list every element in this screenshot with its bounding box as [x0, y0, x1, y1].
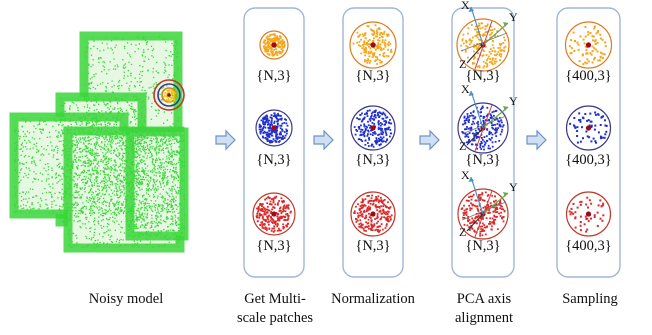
sampling-shape-label-1: {400,3} [565, 68, 612, 84]
caption-multiscale-line2: scale patches [237, 310, 313, 326]
flow-arrow-3 [419, 129, 440, 151]
flow-arrow-2 [313, 129, 334, 151]
normalization-patch-1 [349, 21, 397, 69]
sampling-patch-2 [565, 105, 612, 151]
multiscale-patch-3 [252, 192, 296, 236]
axis-label-z: Z [459, 139, 466, 153]
axis-label-x: X [461, 82, 470, 96]
caption-normalization: Normalization [331, 291, 416, 307]
normalization-shape-label-1: {N,3} [355, 68, 390, 84]
patch-ring [153, 79, 185, 111]
pca-shape-label-2: {N,3} [465, 152, 500, 168]
normalization-shape-label-3: {N,3} [355, 238, 390, 254]
sampling-patch-3 [565, 191, 612, 237]
pca-shape-label-3: {N,3} [465, 238, 500, 254]
caption-noisy: Noisy model [89, 291, 164, 307]
noisy-model-pointcloud [9, 31, 189, 253]
axis-label-x: X [461, 168, 470, 182]
axis-label-z: Z [459, 225, 466, 239]
multiscale-shape-label-3: {N,3} [256, 238, 291, 254]
multiscale-shape-label-1: {N,3} [256, 68, 291, 84]
multiscale-patch-1 [259, 30, 289, 60]
flow-arrow-1 [215, 129, 236, 151]
pca-shape-label-1: {N,3} [465, 68, 500, 84]
sampling-patch-1 [564, 21, 613, 69]
pca-axes-3 [461, 176, 509, 238]
axis-label-z: Z [459, 57, 466, 71]
normalization-shape-label-2: {N,3} [355, 152, 390, 168]
sampling-shape-label-3: {400,3} [565, 238, 612, 254]
normalization-patch-3 [350, 191, 396, 237]
pca-patch-3 [457, 176, 509, 240]
caption-pca-line2: alignment [455, 310, 513, 326]
caption-pca: PCA axis [457, 291, 512, 307]
axis-label-y: Y [509, 10, 518, 24]
pca-patch-2 [457, 90, 509, 154]
axis-label-y: Y [509, 180, 518, 194]
pca-patch-1 [456, 6, 510, 72]
axis-label-x: X [461, 0, 470, 12]
axis-label-y: Y [509, 94, 518, 108]
flow-arrow-4 [526, 129, 547, 151]
normalization-patch-2 [350, 105, 396, 151]
caption-sampling: Sampling [562, 291, 618, 307]
multiscale-shape-label-2: {N,3} [256, 152, 291, 168]
patch-ring [157, 83, 181, 107]
pca-axes-1 [460, 6, 509, 70]
sampling-shape-label-2: {400,3} [565, 152, 612, 168]
multiscale-patch-2 [255, 109, 293, 147]
pca-axes-2 [461, 90, 509, 152]
caption-multiscale: Get Multi- [244, 291, 306, 307]
